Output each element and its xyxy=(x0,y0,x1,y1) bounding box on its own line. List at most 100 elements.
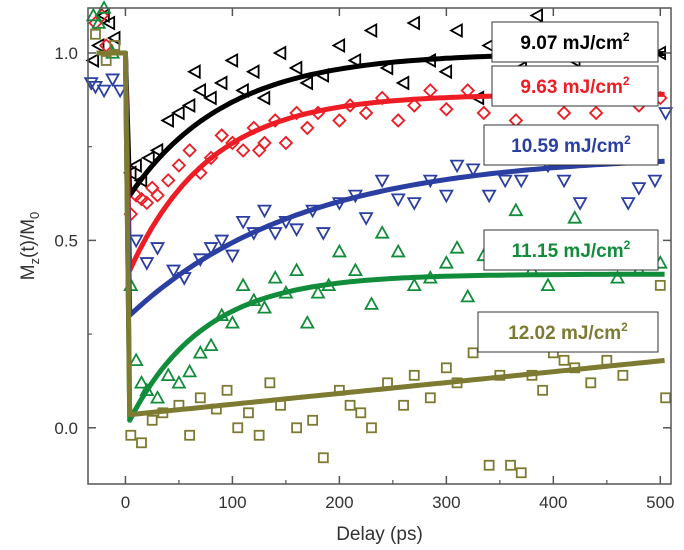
data-point-triangle-up xyxy=(133,374,150,389)
data-point-diamond xyxy=(358,105,374,121)
data-point-square xyxy=(243,407,254,419)
data-point-triangle-left xyxy=(192,82,207,98)
data-point-diamond xyxy=(267,113,283,128)
legend-entry: 11.15 mJ/cm2 xyxy=(483,229,659,271)
data-point-square xyxy=(109,40,121,51)
y-axis-label-mid: (t)/M xyxy=(18,219,39,258)
data-point-diamond xyxy=(332,113,347,128)
y-axis-label-sub1: z xyxy=(27,258,42,265)
x-tick-label: 500 xyxy=(646,493,674,512)
data-point-square xyxy=(483,459,495,471)
data-point-square xyxy=(654,279,666,291)
legend-label-main: 9.63 mJ/cm xyxy=(520,77,622,98)
data-point-triangle-up xyxy=(540,277,556,292)
data-point-triangle-down xyxy=(224,249,240,264)
data-point-diamond xyxy=(278,135,294,151)
data-point-diamond xyxy=(144,180,160,196)
data-point-square xyxy=(408,369,420,381)
x-tick-label: 400 xyxy=(539,493,567,512)
data-point-triangle-left xyxy=(395,75,410,91)
x-tick-label: 0 xyxy=(121,493,130,512)
data-point-diamond xyxy=(406,98,422,113)
data-point-triangle-up xyxy=(150,389,166,404)
data-point-triangle-down xyxy=(128,234,144,249)
legend-box xyxy=(483,124,659,166)
legend-box xyxy=(491,65,659,107)
data-point-square xyxy=(146,414,158,426)
data-point-square xyxy=(125,429,137,441)
data-point-triangle-left xyxy=(272,45,287,61)
data-point-square xyxy=(264,377,276,389)
data-point-triangle-up xyxy=(182,363,198,378)
data-point-triangle-left xyxy=(529,7,543,24)
data-point-triangle-left xyxy=(245,64,260,80)
data-point-triangle-left xyxy=(235,82,249,98)
data-point-triangle-down xyxy=(166,264,182,279)
data-point-triangle-left xyxy=(224,52,239,69)
data-point-diamond xyxy=(182,143,197,158)
data-point-triangle-up xyxy=(331,243,347,258)
data-point-triangle-up xyxy=(224,314,240,329)
data-point-triangle-up xyxy=(171,374,187,389)
data-point-square xyxy=(660,392,672,404)
data-point-triangle-up xyxy=(256,299,273,314)
y-axis-label-sub2: 0 xyxy=(27,212,42,219)
data-point-triangle-up xyxy=(160,367,176,382)
plot-frame xyxy=(87,7,672,485)
data-point-triangle-up xyxy=(299,314,315,329)
legend-label: 11.15 mJ/cm2 xyxy=(512,238,631,262)
legend-label-sup: 2 xyxy=(624,133,631,147)
legend-label: 9.63 mJ/cm2 xyxy=(520,74,629,98)
data-point-square xyxy=(467,347,479,359)
data-point-triangle-left xyxy=(203,90,217,106)
data-point-triangle-left xyxy=(363,22,378,39)
data-point-triangle-left xyxy=(438,64,453,80)
fit-curve xyxy=(96,50,665,418)
data-point-triangle-down xyxy=(449,159,465,174)
data-point-triangle-down xyxy=(203,242,219,256)
data-point-square xyxy=(90,28,101,40)
data-point-triangle-left xyxy=(149,142,164,158)
data-point-square xyxy=(424,392,436,404)
data-point-triangle-up xyxy=(192,344,208,359)
y-tick-label: 1.0 xyxy=(54,44,78,63)
data-point-triangle-left xyxy=(90,37,105,54)
data-point-triangle-down xyxy=(631,182,647,196)
data-point-square xyxy=(291,422,302,434)
data-point-triangle-left xyxy=(187,64,201,80)
legend-box xyxy=(491,21,659,63)
data-point-diamond xyxy=(235,143,251,158)
data-point-diamond xyxy=(214,128,229,143)
data-point-diamond xyxy=(171,158,187,173)
data-point-triangle-down xyxy=(390,193,406,208)
data-point-triangle-left xyxy=(331,37,346,54)
data-point-triangle-down xyxy=(112,84,128,99)
y-tick-label: 0.5 xyxy=(54,231,78,250)
data-point-square xyxy=(253,429,265,441)
data-point-triangle-up xyxy=(406,277,422,292)
data-point-diamond xyxy=(160,173,176,188)
fit-curve xyxy=(96,50,665,423)
data-point-triangle-up xyxy=(91,15,107,29)
data-point-triangle-left xyxy=(299,75,313,91)
data-point-triangle-left xyxy=(171,105,185,121)
data-point-triangle-up xyxy=(203,337,219,352)
data-point-triangle-up xyxy=(289,262,305,277)
y-axis-label: Mz(t)/M0 xyxy=(18,212,42,281)
data-point-square xyxy=(355,407,367,419)
data-point-triangle-down xyxy=(465,163,481,178)
data-point-triangle-up xyxy=(85,7,101,22)
data-point-triangle-down xyxy=(139,257,155,271)
legend-label: 9.07 mJ/cm2 xyxy=(520,30,629,54)
legend-box xyxy=(477,311,659,353)
data-point-diamond xyxy=(439,101,454,117)
data-point-triangle-left xyxy=(256,90,271,106)
data-point-triangle-left xyxy=(85,52,100,69)
data-point-triangle-down xyxy=(105,73,121,88)
data-point-triangle-down xyxy=(647,174,663,189)
data-point-triangle-down xyxy=(96,84,112,99)
legend-box xyxy=(483,229,659,271)
legend-label-main: 12.02 mJ/cm xyxy=(508,323,621,344)
data-point-triangle-down xyxy=(481,189,497,204)
